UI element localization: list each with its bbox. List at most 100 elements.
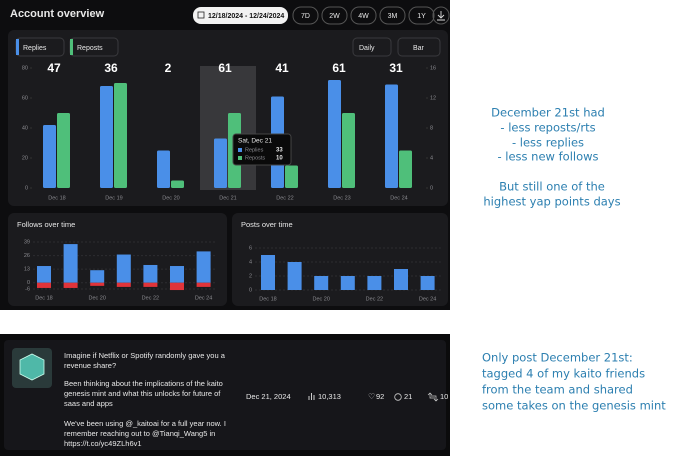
repost-icon (427, 392, 439, 402)
period-label[interactable]: 3M (388, 13, 398, 20)
y2-tick-label: 8 (430, 125, 433, 131)
bar[interactable] (63, 244, 78, 283)
bar[interactable] (340, 276, 355, 290)
bar[interactable] (170, 266, 184, 283)
bar[interactable] (328, 80, 341, 188)
note: December 21st had (491, 106, 605, 120)
period-label[interactable]: 7D (301, 13, 310, 20)
date-range-button[interactable] (193, 7, 288, 24)
note: - less replies (512, 136, 584, 150)
x-tick-label: Dec 24 (390, 195, 407, 201)
x-tick-label: Dec 18 (35, 295, 52, 301)
post-text: remember reaching out to @Tianqi_Wang5 i… (64, 429, 215, 438)
chart-kind[interactable]: Bar (413, 45, 425, 52)
bar[interactable] (394, 269, 408, 290)
download-icon (437, 11, 445, 21)
bar[interactable] (100, 86, 113, 188)
filter-label[interactable]: Replies (23, 45, 47, 52)
period-button[interactable] (292, 6, 319, 25)
bar[interactable] (143, 282, 158, 287)
x-tick-label: Dec 22 (276, 195, 293, 201)
bar[interactable] (90, 270, 105, 283)
y2-tick-label: 12 (430, 95, 436, 101)
yap-points: 61 (218, 61, 232, 75)
bar[interactable] (43, 125, 56, 188)
note: tagged 4 of my kaito friends (482, 367, 645, 381)
note: - less reposts/rts (500, 121, 595, 135)
bar[interactable] (385, 84, 398, 189)
x-tick-label: Dec 21 (219, 195, 236, 201)
bar[interactable] (285, 165, 298, 189)
tooltip-value: 33 (276, 148, 283, 154)
note: from the team and shared (482, 383, 633, 397)
bar[interactable] (116, 282, 131, 287)
post-views: 10,313 (318, 392, 341, 401)
note: But still one of the (499, 180, 605, 194)
bar[interactable] (314, 276, 329, 290)
post-text: revenue share? (64, 361, 116, 370)
period-button[interactable] (350, 6, 377, 25)
x-tick-label: Dec 23 (333, 195, 350, 201)
reposts-swatch (70, 39, 73, 55)
period-label[interactable]: 1Y (417, 13, 426, 20)
bar[interactable] (114, 83, 127, 188)
bar[interactable] (287, 262, 302, 290)
chart-kind-select[interactable] (397, 37, 441, 57)
yap-points: 2 (165, 61, 172, 75)
tooltip-value: 10 (276, 156, 283, 162)
period-button[interactable] (321, 6, 348, 25)
bar[interactable] (90, 282, 105, 286)
x-tick-label: Dec 20 (162, 195, 179, 201)
yap-points: 41 (275, 61, 289, 75)
period-label[interactable]: 4W (358, 13, 369, 20)
bar[interactable] (261, 255, 275, 290)
period-button[interactable] (379, 6, 406, 25)
bar[interactable] (63, 282, 78, 288)
bar[interactable] (196, 282, 211, 287)
date-range[interactable]: 12/18/2024 - 12/24/2024 (208, 13, 284, 20)
yap-points: 61 (332, 61, 346, 75)
y-tick-label: 26 (24, 253, 30, 259)
y-tick-label: 40 (22, 125, 28, 131)
y-tick-label: 39 (24, 239, 30, 245)
bar[interactable] (196, 251, 211, 283)
bar[interactable] (171, 180, 184, 189)
bar[interactable] (342, 113, 355, 188)
post-replies: 21 (404, 392, 412, 401)
follows-title: Follows over time (17, 220, 75, 229)
bar[interactable] (214, 138, 227, 189)
bar[interactable] (157, 150, 170, 189)
bar[interactable] (367, 276, 382, 290)
y-tick-label: 4 (249, 259, 252, 265)
period-button[interactable] (408, 6, 435, 25)
y-tick-label: 60 (22, 95, 28, 101)
interval-select[interactable] (352, 37, 392, 57)
period-label[interactable]: 2W (329, 13, 340, 20)
calendar-icon (197, 11, 205, 19)
filter-label[interactable]: Reposts (77, 45, 103, 52)
views-icon (308, 393, 315, 400)
post-text: genesis mint and what this unlocks for f… (64, 389, 221, 398)
x-tick-label: Dec 18 (48, 195, 65, 201)
bar[interactable] (37, 266, 51, 283)
post-row[interactable] (4, 340, 446, 450)
y-tick-label: -6 (25, 286, 30, 292)
bar[interactable] (143, 264, 158, 283)
post-text: Been thinking about the implications of … (64, 379, 223, 388)
download-button[interactable] (432, 6, 450, 25)
bar[interactable] (420, 276, 435, 290)
bar[interactable] (116, 254, 131, 283)
tooltip-name: Reposts (245, 155, 265, 161)
x-tick-label: Dec 20 (312, 296, 329, 302)
interval[interactable]: Daily (359, 45, 375, 52)
yap-points: 36 (104, 61, 118, 75)
y2-tick-label: 0 (430, 185, 433, 191)
bar[interactable] (37, 282, 51, 288)
bar[interactable] (57, 113, 70, 188)
x-tick-label: Dec 18 (259, 296, 276, 302)
note: some takes on the genesis mint (482, 399, 666, 413)
bar[interactable] (399, 150, 412, 189)
tooltip-swatch (238, 156, 242, 160)
bar[interactable] (170, 282, 184, 291)
cube-icon (19, 353, 45, 381)
